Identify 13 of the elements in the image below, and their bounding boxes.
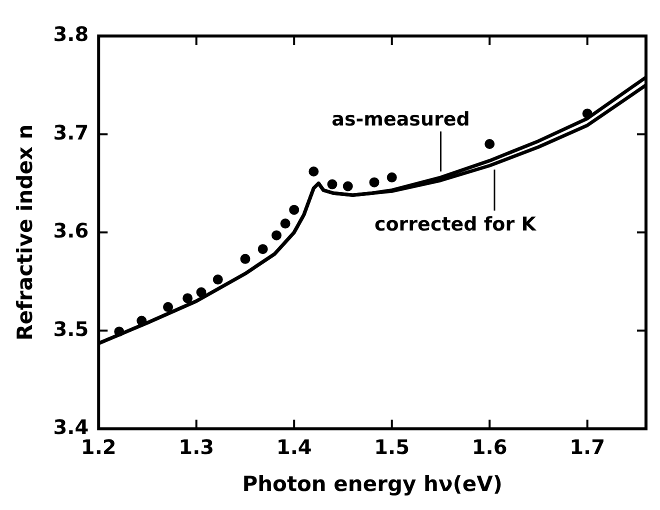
y-tick-label: 3.7 <box>53 120 89 144</box>
x-tick-label: 1.5 <box>374 435 410 460</box>
y-tick-label: 3.8 <box>53 22 89 46</box>
x-tick-label: 1.7 <box>570 435 606 460</box>
x-tick-label: 1.4 <box>276 435 312 460</box>
x-tick-label: 1.6 <box>472 435 508 460</box>
annotation: corrected for K <box>374 214 538 236</box>
y-tick-label: 3.5 <box>53 316 89 341</box>
x-tick-label: 1.3 <box>178 435 214 460</box>
annotation: as-measured <box>332 108 470 130</box>
x-axis-title: Photon energy hν(eV) <box>242 472 502 496</box>
y-tick-label: 3.6 <box>53 218 89 243</box>
y-axis-title: Refractive index n <box>13 124 38 341</box>
